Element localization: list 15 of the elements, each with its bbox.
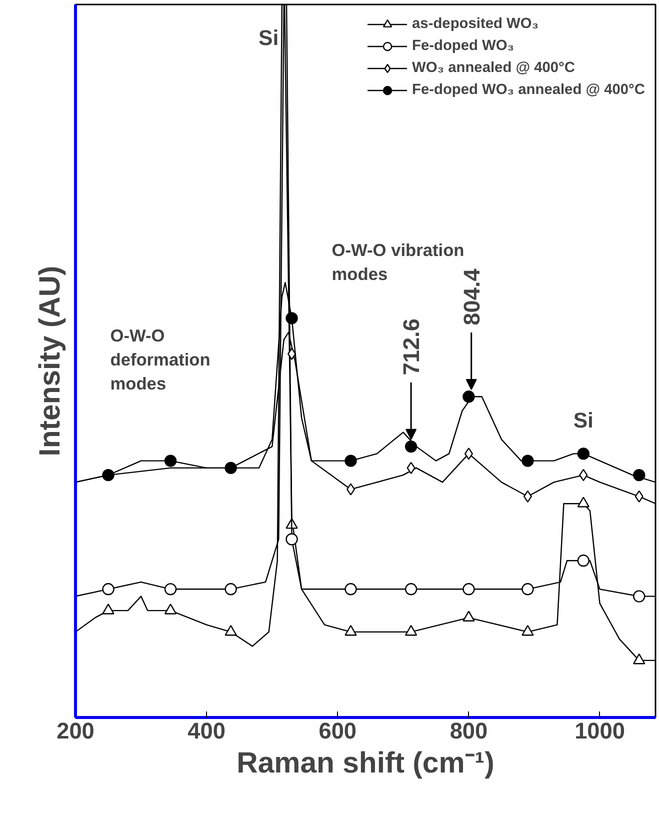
annotation: Si [573, 408, 594, 432]
legend-label: Fe-doped WO₃ [412, 37, 514, 55]
x-tick-label: 1000 [574, 718, 625, 744]
x-tick-label: 200 [56, 718, 94, 744]
x-tick-label: 400 [188, 718, 226, 744]
x-tick-label: 800 [450, 718, 488, 744]
annotation: Si [258, 26, 279, 50]
x-axis-title: Raman shift (cm⁻¹) [236, 746, 494, 780]
annotation: 712.6 [398, 318, 424, 376]
x-tick-label: 600 [318, 718, 357, 744]
y-axis-title: Intensity (AU) [34, 266, 66, 456]
legend-label: WO₃ annealed @ 400°C [412, 59, 575, 77]
annotation: O-W-O deformation modes [110, 325, 210, 394]
legend-label: as-deposited WO₃ [412, 15, 539, 33]
legend-label: Fe-doped WO₃ annealed @ 400°C [412, 81, 645, 99]
